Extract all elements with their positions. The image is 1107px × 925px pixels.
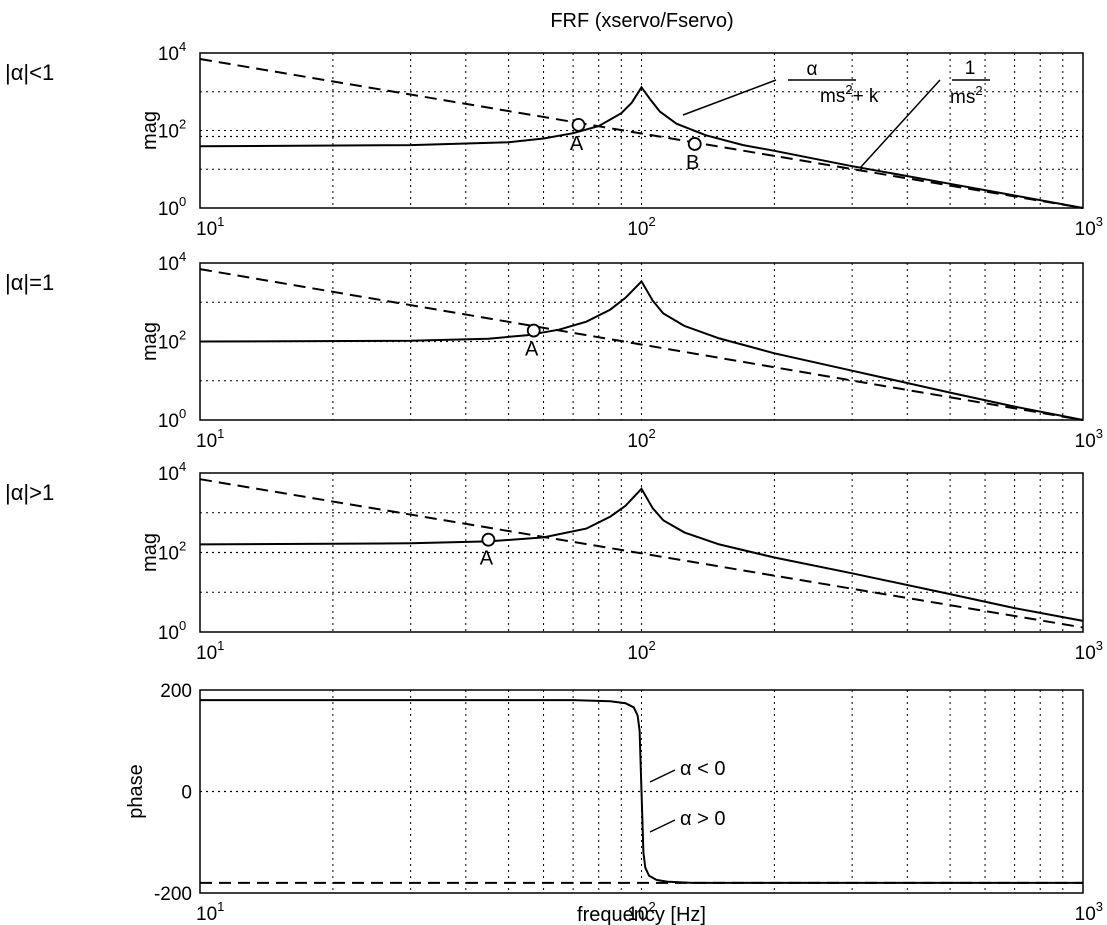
row-label-alpha-eq-1: |α|=1 xyxy=(5,270,54,295)
phase-annotation: α > 0 xyxy=(680,808,725,830)
y-tick-label: 100 xyxy=(158,618,186,644)
series-dashed-line xyxy=(199,268,1084,421)
y-tick-label: 100 xyxy=(158,194,186,220)
annotation-pointer xyxy=(682,79,777,116)
series-solid-line xyxy=(199,85,1084,209)
plot-frame xyxy=(199,472,1084,633)
x-tick-label: 101 xyxy=(196,899,224,925)
series-dashed-line xyxy=(199,58,1084,209)
point-marker-a xyxy=(526,323,541,338)
x-tick-label: 103 xyxy=(1075,426,1103,452)
point-label-a: A xyxy=(525,339,539,361)
y-axis-label: phase xyxy=(125,764,147,819)
panel-2: 101 102 103 100 102 104 mag A xyxy=(139,249,1103,452)
x-tick-label: 102 xyxy=(627,899,655,925)
fraction-denominator: ms2+ k xyxy=(820,82,879,107)
x-tick-label: 103 xyxy=(1075,899,1103,925)
y-axis-label: mag xyxy=(139,322,161,361)
y-tick-label: 104 xyxy=(158,459,186,485)
fraction-denominator: ms2 xyxy=(950,83,983,108)
point-marker-a xyxy=(571,117,586,132)
plot-frame xyxy=(199,262,1084,421)
x-tick-label: 102 xyxy=(627,426,655,452)
y-axis-label: mag xyxy=(139,533,161,572)
phase-annotation: α < 0 xyxy=(680,758,725,780)
plot-frame xyxy=(199,52,1084,209)
row-label-alpha-lt-1: |α|<1 xyxy=(5,60,54,85)
x-tick-label: 102 xyxy=(627,638,655,664)
y-axis-label: mag xyxy=(139,111,161,150)
y-tick-label: 100 xyxy=(158,406,186,432)
series-solid-line xyxy=(199,487,1084,622)
series-solid-line xyxy=(199,279,1084,421)
fraction-numerator: α xyxy=(807,59,818,80)
annotation-pointer xyxy=(649,819,676,833)
row-label-alpha-gt-1: |α|>1 xyxy=(5,480,54,505)
x-tick-label: 101 xyxy=(196,426,224,452)
x-tick-label: 101 xyxy=(196,638,224,664)
y-tick-label: 0 xyxy=(181,783,192,804)
point-marker-b xyxy=(687,137,702,151)
y-tick-label: 102 xyxy=(158,117,186,143)
x-tick-label: 103 xyxy=(1075,638,1103,664)
annotation-pointer xyxy=(649,769,676,783)
point-label-a: A xyxy=(570,133,584,155)
y-tick-label: 104 xyxy=(158,249,186,275)
series-dashed-line xyxy=(199,478,1084,629)
x-tick-label: 101 xyxy=(196,214,224,240)
x-tick-label: 102 xyxy=(627,214,655,240)
y-tick-label: -200 xyxy=(154,884,192,905)
figure-title: FRF (xservo/Fservo) xyxy=(550,10,733,32)
y-tick-label: 200 xyxy=(160,681,192,702)
y-tick-label: 102 xyxy=(158,328,186,354)
panel-3: 101 102 103 100 102 104 mag A xyxy=(139,459,1103,664)
point-marker-a xyxy=(481,532,496,547)
plot-frame xyxy=(199,689,1084,894)
panel-4: 101 102 103 200 0 -200 phase frequency [Hz] α < … xyxy=(125,681,1103,925)
point-label-a: A xyxy=(480,548,494,570)
annotation-pointer xyxy=(859,79,941,169)
fraction-numerator: 1 xyxy=(965,58,976,79)
point-label-b: B xyxy=(686,152,699,174)
x-tick-label: 103 xyxy=(1075,214,1103,240)
x-axis-label: frequency [Hz] xyxy=(577,904,706,925)
y-tick-label: 102 xyxy=(158,539,186,565)
y-tick-label: 104 xyxy=(158,39,186,65)
